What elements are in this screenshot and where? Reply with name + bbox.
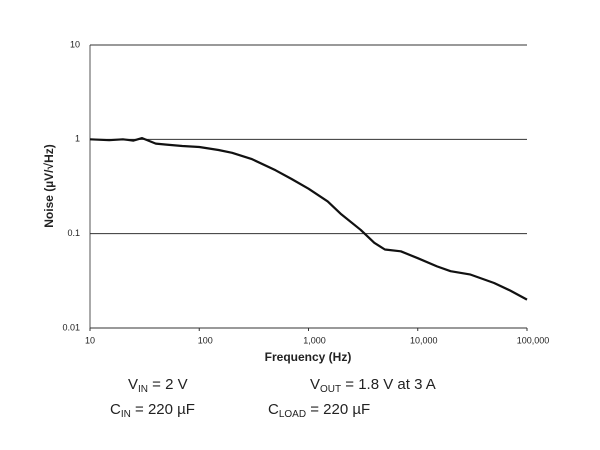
annotation: VOUT = 1.8 V at 3 A — [310, 376, 436, 395]
annotation-symbol: V — [128, 376, 138, 393]
annotation-text: = 1.8 V at 3 A — [341, 376, 436, 393]
annotation: CLOAD = 220 µF — [268, 401, 370, 420]
y-tick-label: 0.01 — [62, 322, 80, 332]
y-axis-label: Noise (µV/√Hz) — [42, 144, 56, 228]
x-axis-label: Frequency (Hz) — [265, 350, 352, 364]
x-tick-label: 1,000 — [303, 335, 326, 345]
x-tick-label: 100 — [198, 335, 213, 345]
annotation-symbol: V — [310, 376, 320, 393]
annotation-subscript: OUT — [320, 384, 341, 395]
annotation-text: = 220 µF — [131, 401, 195, 418]
x-tick-label: 10,000 — [410, 335, 438, 345]
noise-line — [89, 137, 528, 301]
x-tick-label: 10 — [85, 335, 95, 345]
annotation-subscript: LOAD — [279, 409, 306, 420]
annotation-symbol: C — [110, 401, 121, 418]
annotation: VIN = 2 V — [128, 376, 188, 395]
annotation-text: = 220 µF — [306, 401, 370, 418]
annotation: CIN = 220 µF — [110, 401, 195, 420]
annotation-symbol: C — [268, 401, 279, 418]
y-tick-label: 10 — [70, 39, 80, 49]
annotation-subscript: IN — [121, 409, 131, 420]
y-tick-label: 1 — [75, 134, 80, 144]
y-tick-label: 0.1 — [67, 228, 80, 238]
x-tick-label: 100,000 — [517, 335, 550, 345]
annotation-text: = 2 V — [148, 376, 188, 393]
annotation-subscript: IN — [138, 384, 148, 395]
